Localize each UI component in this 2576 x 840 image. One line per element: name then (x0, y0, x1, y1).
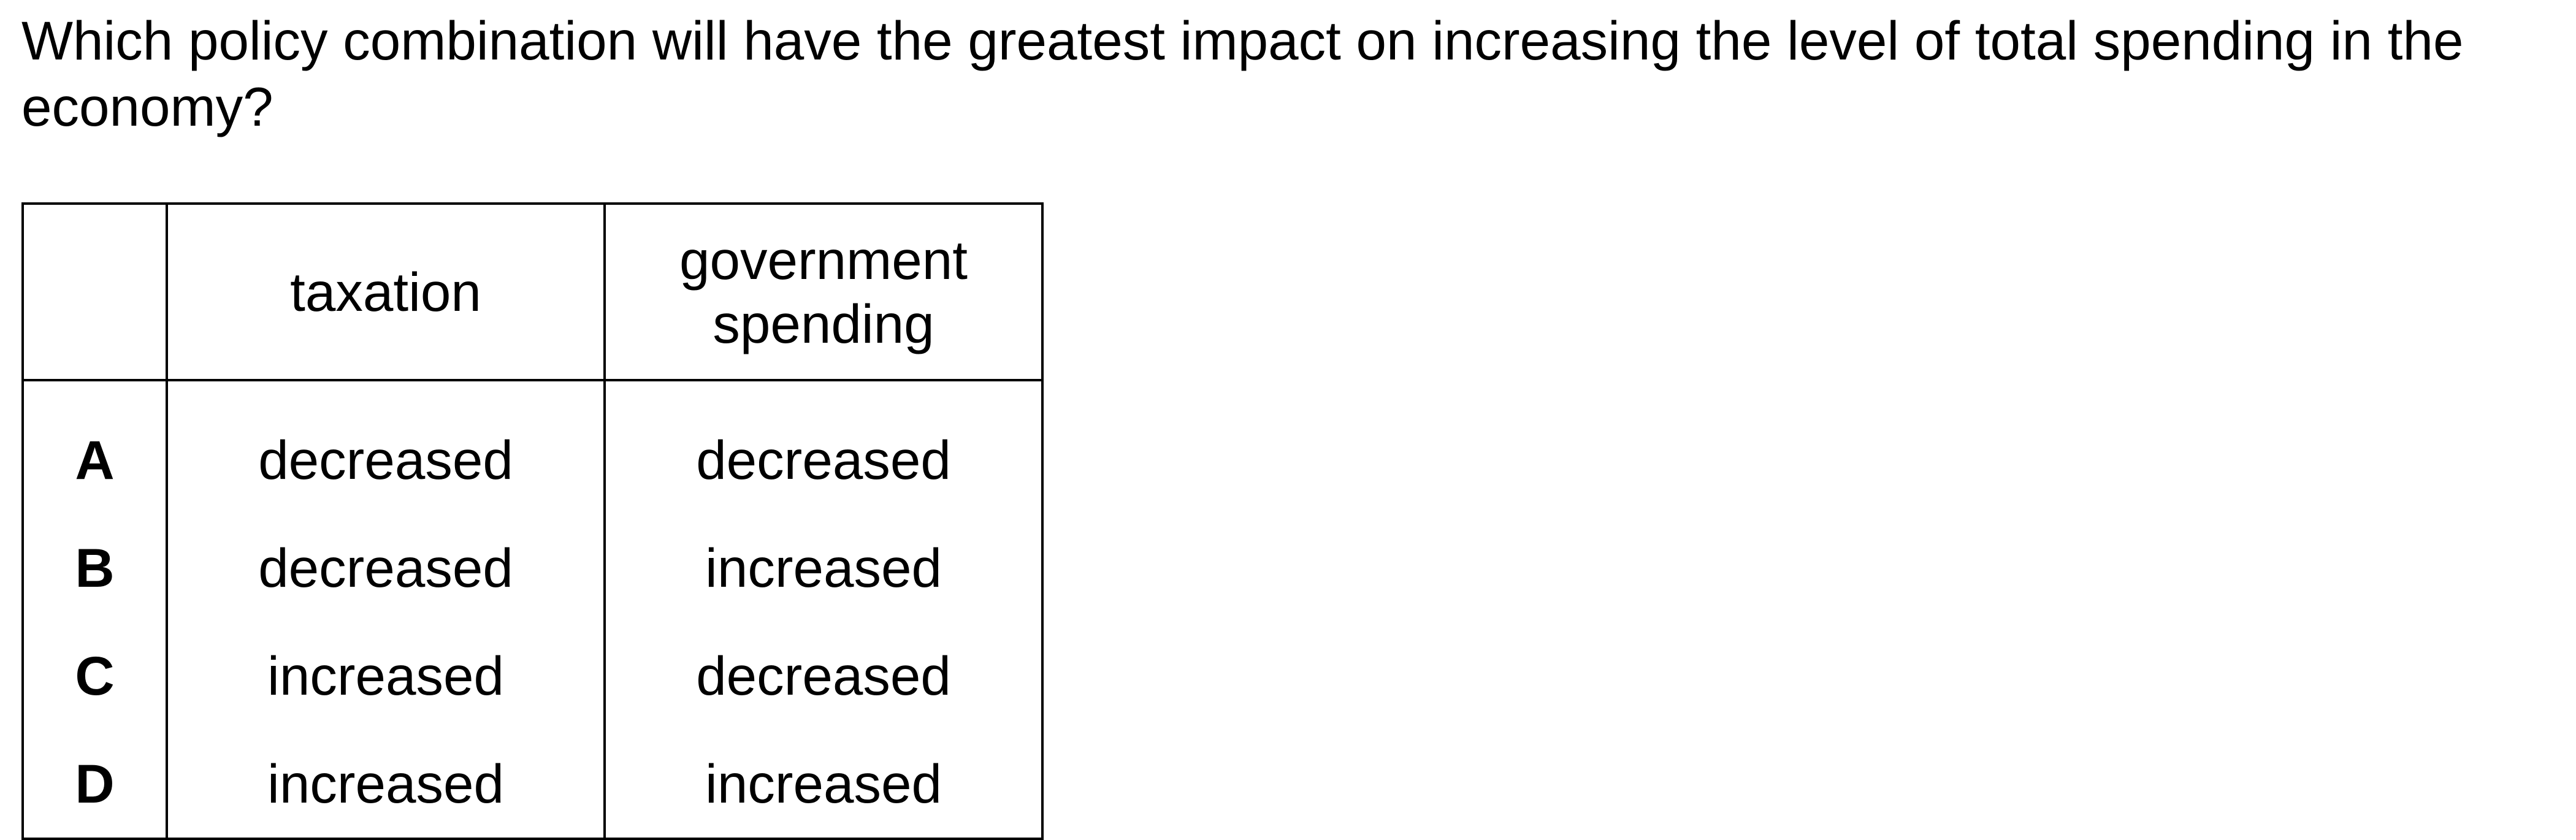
header-option (21, 202, 168, 381)
government-spending-cell: decreased (603, 380, 1044, 514)
table-row: A decreased decreased (21, 380, 1044, 514)
taxation-cell: increased (166, 730, 606, 840)
government-spending-cell: increased (603, 730, 1044, 840)
option-letter: A (21, 380, 168, 514)
taxation-cell: increased (166, 622, 606, 730)
government-spending-cell: decreased (603, 622, 1044, 730)
option-letter: B (21, 514, 168, 622)
table-header-row: taxation government spending (21, 202, 1044, 381)
table-row: B decreased increased (21, 514, 1044, 622)
government-spending-cell: increased (603, 514, 1044, 622)
option-letter: D (21, 730, 168, 840)
taxation-cell: decreased (166, 514, 606, 622)
table-row: C increased decreased (21, 622, 1044, 730)
option-letter: C (21, 622, 168, 730)
options-table: taxation government spending A decreased… (21, 202, 1044, 840)
header-government-spending-line2: spending (713, 293, 934, 354)
question-text: Which policy combination will have the g… (21, 10, 2464, 137)
header-taxation: taxation (166, 202, 606, 381)
table-row: D increased increased (21, 730, 1044, 840)
header-government-spending: government spending (603, 202, 1044, 381)
taxation-cell: decreased (166, 380, 606, 514)
header-government-spending-line1: government (679, 229, 968, 291)
